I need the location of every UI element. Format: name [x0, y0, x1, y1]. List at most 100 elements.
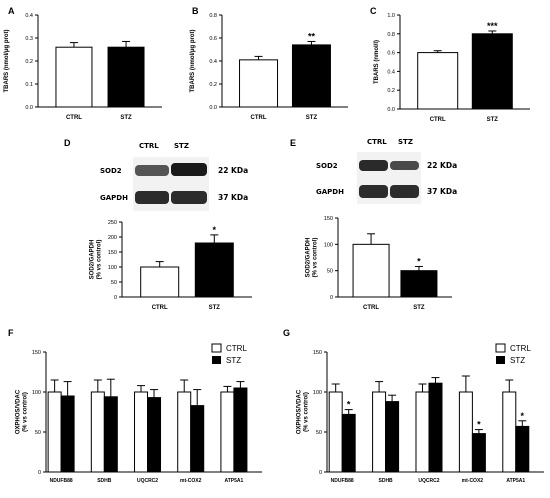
panel-e-ytick-label-0: 0 — [330, 295, 333, 301]
chart-g: 0 50 100 150 OXPHOS/VDAC(% vs control) * NDUFB… — [297, 350, 544, 484]
blot-e-header-ctrl: CTRL — [367, 138, 387, 146]
panel-f-bar-ctrl-4 — [220, 391, 235, 473]
panel-d-bar-ctrl — [140, 266, 180, 298]
panel-d-significance-1: * — [213, 225, 217, 235]
panel-g-significance-1-4: * — [521, 411, 525, 421]
panel-c-ytick-label-1: 0.2 — [387, 88, 395, 94]
panel-f-ytick-label-0: 0 — [38, 470, 41, 476]
panel-a-ytick-label-4: 0.4 — [25, 13, 33, 19]
blot-e-band-sod2-ctrl — [359, 160, 388, 171]
panel-f-category-label-3: mt-COX2 — [180, 478, 202, 484]
panel-d-ytick-label-2: 100 — [108, 265, 117, 271]
panel-f-category-label-2: UQCRC2 — [137, 478, 158, 484]
panel-a-bar-stz — [107, 46, 145, 108]
panel-c-category-label-1: STZ — [487, 117, 499, 123]
panel-a-category-label-1: STZ — [120, 115, 132, 121]
chart-b: 0.0 0.2 0.4 0.6 0.8 TBARS (nmol/μg prot) CTRL *… — [190, 13, 348, 121]
panel-c-ytick-label-5: 1.0 — [387, 13, 395, 19]
panel-e-category-label-0: CTRL — [363, 305, 379, 311]
panel-f-category-label-1: SDHB — [97, 478, 112, 484]
panel-d-bar-stz — [194, 242, 234, 298]
legend-f-ctrl-swatch — [211, 343, 222, 353]
blot-e-size-gapdh: 37 KDa — [427, 187, 457, 196]
panel-c-ytick-label-0: 0.0 — [387, 107, 395, 113]
blot-e-size-sod2: 22 KDa — [427, 161, 457, 170]
panel-b-ytick-label-1: 0.2 — [209, 82, 217, 88]
panel-a-ytick-label-0: 0.0 — [25, 105, 33, 111]
panel-c-category-label-0: CTRL — [430, 117, 446, 123]
panel-f-ytick-label-1: 50 — [35, 430, 41, 436]
legend-g: CTRL STZ — [495, 343, 531, 365]
panel-e-bar-stz — [400, 270, 438, 298]
panel-g-category-label-4: ATP5A1 — [506, 478, 525, 484]
panel-d-ytick-label-3: 150 — [108, 250, 117, 256]
panel-c-significance-1: *** — [487, 21, 498, 31]
legend-g-stz-label: STZ — [510, 356, 525, 365]
panel-f-bar-ctrl-2 — [134, 391, 149, 473]
panel-f-bar-ctrl-1 — [90, 391, 105, 473]
panel-f-bar-stz-1 — [103, 396, 118, 473]
chart-f: 0 50 100 150 OXPHOS/VDAC(% vs control) NDUFB8… — [16, 350, 262, 484]
panel-label-g: G — [283, 328, 290, 338]
panel-g-y-axis-label: OXPHOS/VDAC(% vs control) — [297, 389, 310, 434]
panel-label-a: A — [8, 6, 15, 16]
blot-e-label-gapdh: GAPDH — [316, 188, 344, 196]
panel-g-significance-1-0: * — [347, 400, 351, 410]
panel-f-bar-stz-0 — [60, 395, 75, 473]
blot-e-band-gapdh-ctrl — [359, 185, 388, 198]
western-blot-e: CTRL STZ SOD2 GAPDH 22 KDa 37 KDa — [316, 138, 457, 204]
chart-a: 0.0 0.1 0.2 0.3 0.4 TBARS (nmol/μg prot) CTRL S… — [4, 13, 162, 121]
panel-d-ytick-label-4: 200 — [108, 235, 117, 241]
panel-label-b: B — [192, 6, 199, 16]
panel-f-bar-stz-3 — [190, 405, 205, 473]
panel-e-bar-ctrl — [352, 243, 390, 298]
panel-f-category-label-4: ATP5A1 — [225, 478, 244, 484]
panel-d-ytick-label-5: 250 — [108, 220, 117, 226]
blot-e-header-stz: STZ — [398, 138, 413, 146]
panel-a-ytick-label-3: 0.3 — [25, 36, 33, 42]
panel-g-ytick-label-2: 100 — [313, 390, 322, 396]
blot-e-band-gapdh-stz — [390, 185, 419, 198]
panel-d-category-label-1: STZ — [209, 305, 221, 311]
panel-g-ytick-label-3: 150 — [313, 350, 322, 356]
panel-b-bar-stz — [291, 44, 331, 108]
panel-e-ytick-label-3: 150 — [324, 216, 333, 222]
panel-g-bar-stz-2 — [428, 382, 443, 473]
panel-label-c: C — [370, 6, 377, 16]
legend-f: CTRL STZ — [211, 343, 247, 365]
panel-label-f: F — [8, 328, 14, 338]
panel-g-bar-ctrl-3 — [458, 391, 473, 473]
panel-e-significance-1: * — [417, 256, 421, 266]
panel-c-bar-stz — [471, 33, 513, 110]
panel-c-ytick-label-3: 0.6 — [387, 51, 395, 57]
blot-d-band-sod2-stz — [171, 163, 207, 176]
panel-c-bar-ctrl — [417, 52, 459, 110]
chart-d: 0 50 100 150 200 250 SOD2/GAPDH(% vs control) C… — [90, 220, 252, 311]
panel-d-ytick-label-0: 0 — [114, 295, 117, 301]
panel-d-ytick-label-1: 50 — [111, 280, 117, 286]
panel-b-ytick-label-3: 0.6 — [209, 36, 217, 42]
panel-b-ytick-label-0: 0.0 — [209, 105, 217, 111]
panel-g-ytick-label-1: 50 — [316, 430, 322, 436]
panel-f-bar-stz-4 — [233, 387, 248, 473]
legend-f-ctrl-label: CTRL — [226, 344, 247, 353]
panel-b-category-label-1: STZ — [306, 115, 318, 121]
blot-d-size-gapdh: 37 KDa — [218, 193, 248, 202]
panel-c-y-axis-label: TBARS (nmol/l) — [374, 40, 380, 84]
blot-d-band-gapdh-stz — [171, 191, 207, 204]
legend-f-stz-swatch — [212, 356, 221, 364]
blot-d-band-gapdh-ctrl — [135, 191, 169, 204]
panel-f-bar-ctrl-0 — [47, 391, 62, 473]
legend-g-ctrl-swatch — [495, 343, 506, 353]
panel-c-ytick-label-2: 0.4 — [387, 69, 395, 75]
panel-f-bar-ctrl-3 — [177, 391, 192, 473]
panel-e-ytick-label-2: 100 — [324, 242, 333, 248]
legend-g-ctrl-label: CTRL — [510, 344, 531, 353]
blot-d-size-sod2: 22 KDa — [218, 166, 248, 175]
blot-d-label-gapdh: GAPDH — [100, 194, 128, 202]
panel-g-bar-stz-1 — [385, 401, 400, 473]
panel-a-y-axis-label: TBARS (nmol/μg prot) — [4, 30, 10, 93]
panel-f-y-axis-label: OXPHOS/VDAC(% vs control) — [16, 389, 29, 434]
panel-c-ytick-label-4: 0.8 — [387, 32, 395, 38]
panel-g-bar-ctrl-1 — [372, 391, 387, 473]
